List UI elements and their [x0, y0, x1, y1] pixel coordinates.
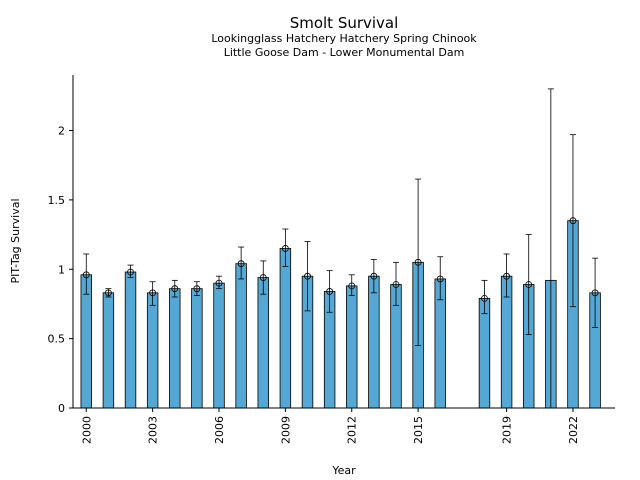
bar-2002	[124, 271, 137, 409]
point-marker-2023	[591, 289, 599, 297]
point-marker-2008	[259, 274, 267, 281]
point-marker-2009	[281, 245, 289, 252]
error-bars-group	[83, 88, 599, 409]
x-tick-label-1: 2003	[147, 416, 160, 444]
point-marker-2015	[414, 258, 422, 266]
y-tick-label-3: 1.5	[48, 194, 66, 207]
point-marker-2002	[127, 268, 134, 276]
bar-2018	[478, 297, 491, 409]
y-tick-label-0: 0	[58, 402, 65, 415]
point-marker-2010	[304, 272, 311, 280]
point-marker-2016	[436, 275, 444, 283]
point-marker-2020	[525, 281, 533, 288]
bar-2012	[346, 285, 358, 409]
point-marker-2019	[503, 272, 511, 280]
chart-subtitle-line-1: Lookingglass Hatchery Hatchery Spring Ch…	[211, 32, 477, 45]
x-tick-label-6: 2019	[501, 416, 514, 444]
x-tick-label-7: 2022	[567, 416, 580, 444]
y-ticks-group: 0 0.5 1 1.5 2	[48, 125, 73, 415]
y-axis-label: PIT-Tag Survival	[9, 198, 22, 283]
bar-2007	[235, 263, 247, 409]
bar-2000	[80, 274, 92, 409]
bar-2003	[146, 292, 159, 409]
x-tick-label-3: 2009	[279, 416, 292, 444]
point-marker-2005	[193, 285, 201, 293]
point-markers-group	[82, 217, 599, 302]
point-marker-2012	[348, 282, 356, 290]
x-tick-label-4: 2012	[346, 416, 359, 444]
point-marker-2004	[171, 285, 179, 293]
bar-2004	[169, 288, 181, 409]
point-marker-2006	[215, 279, 223, 287]
bar-2001	[102, 292, 115, 409]
point-marker-2000	[82, 271, 90, 279]
bars-group	[80, 220, 601, 409]
point-marker-2018	[481, 294, 488, 302]
x-tick-label-2: 2006	[213, 416, 226, 444]
chart-title: Smolt Survival	[290, 14, 399, 32]
bar-2009	[279, 248, 292, 409]
y-tick-label-1: 0.5	[48, 333, 66, 346]
bar-2006	[213, 282, 225, 409]
point-marker-2011	[326, 288, 334, 295]
bar-2013	[368, 275, 380, 409]
point-marker-2013	[370, 272, 378, 280]
point-marker-2022	[569, 217, 577, 225]
x-tick-label-5: 2015	[412, 416, 425, 444]
x-ticks-group: 2000 2003 2006 2009 2012 2015 2019 2022	[80, 408, 580, 444]
point-marker-2003	[149, 289, 157, 297]
chart-subtitle-line-2: Little Goose Dam - Lower Monumental Dam	[224, 46, 465, 59]
point-marker-2014	[392, 281, 400, 288]
x-tick-label-0: 2000	[80, 416, 93, 444]
y-tick-label-2: 1	[58, 263, 65, 276]
point-marker-2001	[104, 289, 112, 297]
bar-2005	[191, 288, 203, 409]
bar-2008	[257, 277, 269, 409]
point-marker-2007	[237, 260, 245, 268]
y-tick-label-4: 2	[58, 125, 65, 138]
x-axis-label: Year	[331, 464, 356, 477]
